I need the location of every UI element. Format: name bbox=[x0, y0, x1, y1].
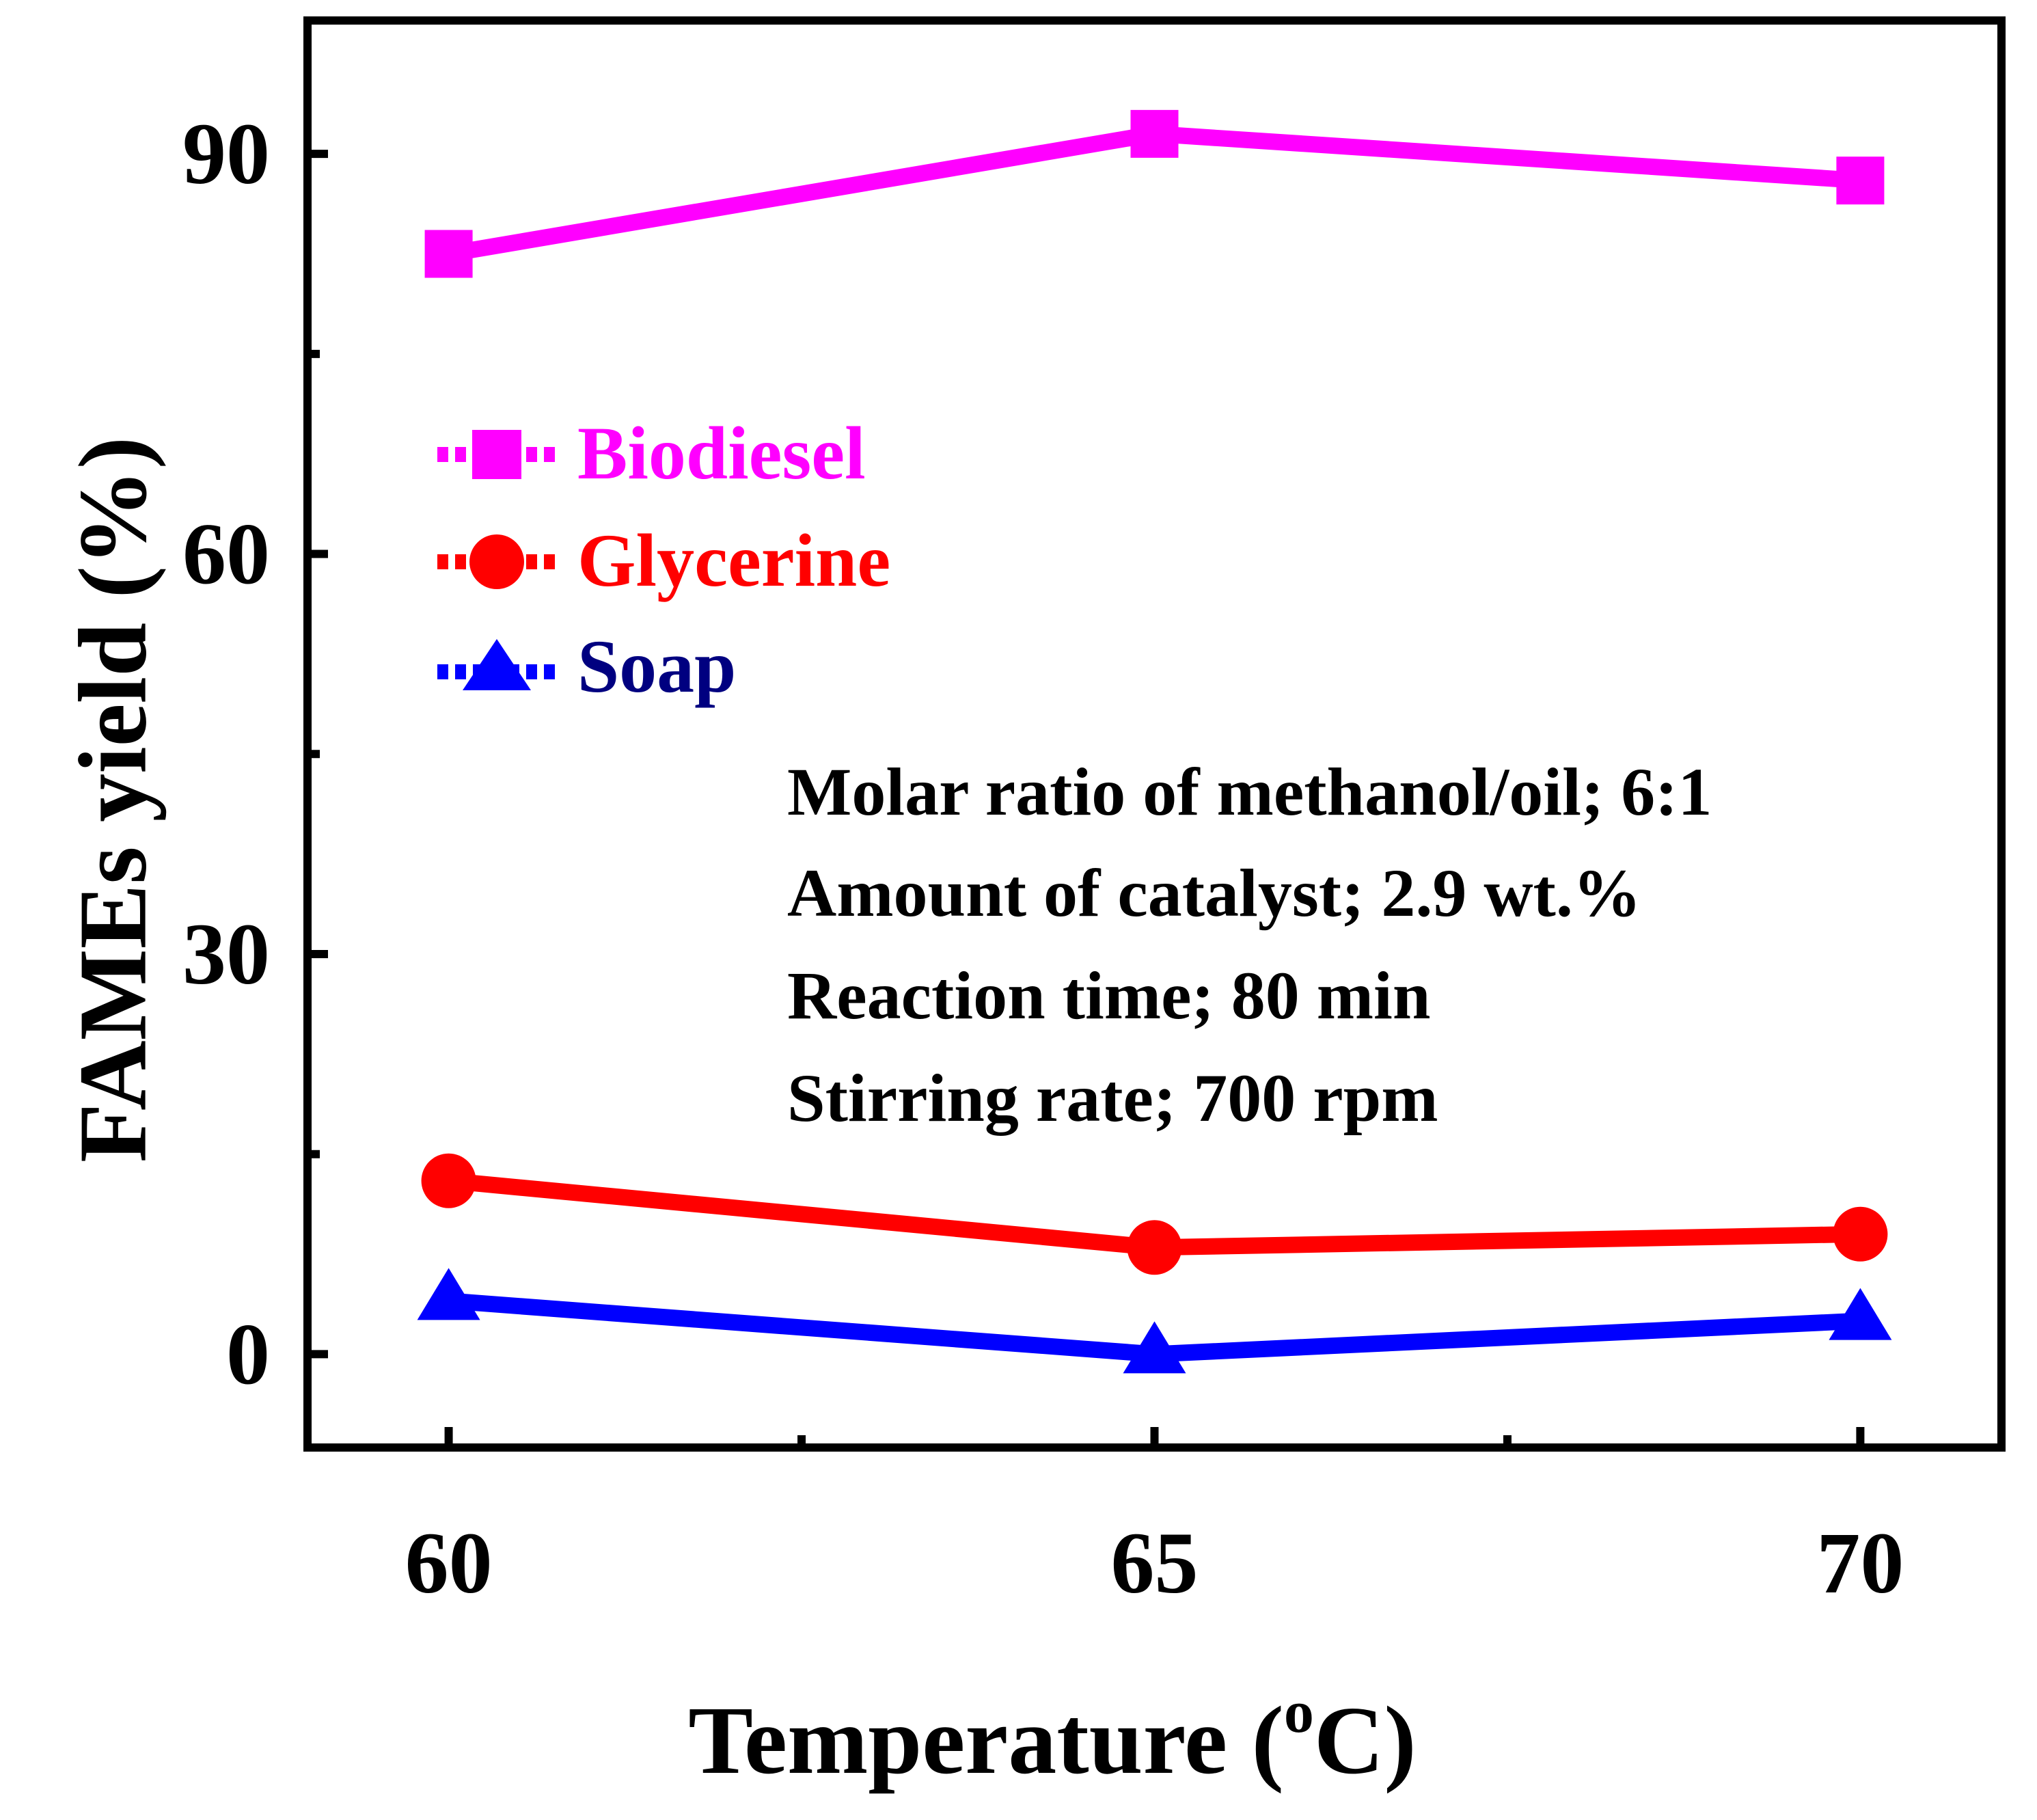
y-tick-label: 0 bbox=[226, 1305, 270, 1402]
annotation-molar-ratio: Molar ratio of methanol/oil; 6:1 bbox=[787, 754, 1712, 830]
legend-label-glycerine: Glycerine bbox=[577, 519, 890, 602]
legend-label-soap: Soap bbox=[577, 625, 736, 708]
x-axis-label-suffix: C) bbox=[1314, 1686, 1417, 1794]
legend-label-biodiesel: Biodiesel bbox=[577, 411, 866, 495]
legend-item-glycerine: Glycerine bbox=[437, 519, 890, 602]
legend-marker-square-icon bbox=[472, 430, 521, 479]
y-tick-label: 90 bbox=[182, 105, 270, 202]
x-axis-title: Temperature (oC) bbox=[688, 1679, 1416, 1794]
data-point-biodiesel bbox=[424, 230, 473, 278]
data-point-biodiesel bbox=[1836, 157, 1885, 205]
y-axis-label: FAMEs yield (%) bbox=[59, 437, 167, 1163]
legend-item-soap: Soap bbox=[437, 625, 736, 708]
y-tick-label: 60 bbox=[182, 506, 270, 603]
data-point-soap bbox=[1123, 1321, 1186, 1374]
y-axis-title: FAMEs yield (%) bbox=[59, 437, 167, 1163]
axis-tick-labels: 60 65 70 0 30 60 90 bbox=[182, 105, 1904, 1612]
annotation-stirring-rate: Stirring rate; 700 rpm bbox=[787, 1060, 1438, 1136]
x-axis-label: Temperature ( bbox=[688, 1686, 1284, 1794]
data-point-biodiesel bbox=[1130, 109, 1179, 158]
series-layer bbox=[417, 109, 1892, 1374]
y-tick-label: 30 bbox=[182, 906, 270, 1003]
annotation-catalyst-amount: Amount of catalyst; 2.9 wt.% bbox=[787, 855, 1641, 931]
annotation-block: Molar ratio of methanol/oil; 6:1 Amount … bbox=[787, 754, 1712, 1136]
data-point-soap bbox=[1829, 1288, 1892, 1340]
annotation-reaction-time: Reaction time; 80 min bbox=[787, 957, 1430, 1033]
legend-marker-circle-icon bbox=[469, 534, 524, 589]
legend: Biodiesel Glycerine Soap bbox=[437, 411, 890, 708]
data-point-glycerine bbox=[1127, 1220, 1182, 1275]
x-tick-label: 60 bbox=[405, 1515, 493, 1612]
x-tick-label: 65 bbox=[1111, 1515, 1199, 1612]
legend-marker-triangle-icon bbox=[463, 639, 531, 690]
x-axis-label-superscript: o bbox=[1284, 1679, 1314, 1746]
legend-item-biodiesel: Biodiesel bbox=[437, 411, 866, 495]
data-point-soap bbox=[417, 1268, 480, 1320]
data-point-glycerine bbox=[1833, 1206, 1888, 1262]
data-point-glycerine bbox=[421, 1153, 476, 1208]
x-tick-label: 70 bbox=[1816, 1515, 1904, 1612]
axis-ticks bbox=[307, 150, 1865, 1448]
